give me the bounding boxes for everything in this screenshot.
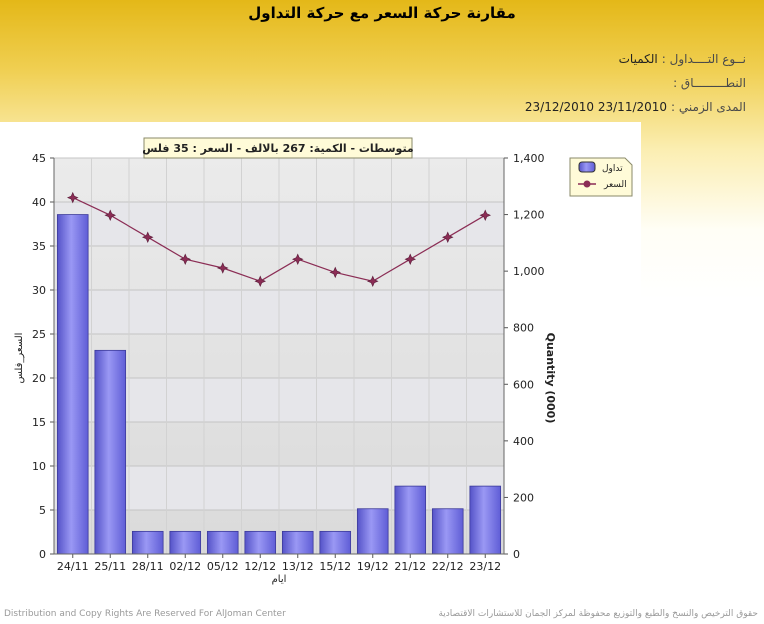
price-point	[254, 275, 267, 287]
price-point	[366, 275, 379, 287]
left-tick-label: 15	[32, 416, 46, 429]
price-point	[479, 209, 492, 221]
scope-row: النطـــــــــاق :	[669, 76, 746, 90]
trade-type-row: نــوع التــــداول :الكميات	[619, 52, 746, 66]
price-point	[104, 209, 117, 221]
price-point	[216, 262, 229, 274]
left-tick-label: 45	[32, 152, 46, 165]
price-polyline	[72, 197, 486, 282]
left-axis-label: السعر_فلس	[14, 333, 25, 384]
right-tick-label: 1,200	[513, 209, 545, 222]
legend-volume-swatch	[578, 161, 596, 173]
right-tick-label: 1,000	[513, 265, 545, 278]
price-line	[66, 191, 492, 287]
left-tick-label: 25	[32, 328, 46, 341]
period-row: المدى الزمني :23/12/2010 23/11/2010	[525, 100, 746, 114]
right-tick-label: 800	[513, 322, 534, 335]
price-point	[329, 266, 342, 279]
legend-volume-label: تداول	[602, 164, 623, 174]
volume-bars	[56, 214, 502, 555]
x-tick-label: 25/11	[94, 560, 126, 573]
left-tick-label: 35	[32, 240, 46, 253]
volume-bar	[131, 530, 164, 555]
volume-bar	[169, 530, 202, 555]
right-tick-label: 1,400	[513, 152, 545, 165]
volume-bar	[56, 214, 89, 555]
scope-label: النطـــــــــاق :	[673, 76, 746, 90]
x-tick-label: 02/12	[169, 560, 201, 573]
grid-lines	[54, 157, 504, 555]
price-point	[441, 231, 454, 243]
volume-bar	[94, 349, 127, 555]
period-value: 23/12/2010 23/11/2010	[524, 100, 668, 114]
volume-bar	[394, 485, 427, 555]
legend-price-label: السعر	[603, 180, 627, 190]
trade-type-value: الكميات	[618, 52, 658, 66]
page-title: مقارنة حركة السعر مع حركة التداول	[248, 4, 516, 22]
legend: تداول السعر	[569, 157, 633, 197]
volume-bar	[431, 508, 464, 555]
axes: 0 5 10 15 20 25 30 35 40 45 0 200 400 600 800 1,000 1,20…	[32, 152, 545, 573]
volume-bar	[206, 530, 239, 555]
price-point	[404, 253, 417, 265]
left-tick-label: 10	[32, 460, 46, 473]
x-tick-label: 22/12	[432, 560, 464, 573]
volume-bar	[281, 530, 314, 555]
price-volume-chart: 0 5 10 15 20 25 30 35 40 45 0 200 400 600 800 1,000 1,20…	[14, 137, 633, 585]
left-tick-label: 5	[39, 504, 46, 517]
right-tick-label: 200	[513, 491, 534, 504]
period-label: المدى الزمني :	[671, 100, 746, 114]
right-tick-label: 0	[513, 548, 520, 561]
volume-bar	[469, 485, 502, 555]
left-tick-label: 30	[32, 284, 46, 297]
volume-bar	[319, 530, 352, 555]
x-axis-label: ايام	[272, 574, 287, 585]
left-tick-label: 40	[32, 196, 46, 209]
right-tick-label: 600	[513, 378, 534, 391]
x-tick-label: 15/12	[319, 560, 351, 573]
legend-price-marker	[583, 180, 591, 188]
x-tick-label: 19/12	[357, 560, 389, 573]
volume-bar	[244, 530, 277, 555]
price-point	[179, 253, 192, 265]
x-tick-label: 13/12	[282, 560, 314, 573]
price-point	[66, 191, 79, 204]
x-tick-label: 24/11	[57, 560, 89, 573]
right-axis-label: Quantity (000)	[544, 333, 557, 424]
trade-type-label: نــوع التــــداول :	[661, 52, 746, 66]
x-tick-label: 23/12	[469, 560, 501, 573]
chart-title-box: متوسطات - الكمية: 267 بالالف - السعر : 3…	[142, 137, 414, 159]
price-point	[291, 253, 304, 265]
x-tick-label: 12/12	[244, 560, 276, 573]
footer-copyright-en: Distribution and Copy Rights Are Reserve…	[4, 609, 286, 619]
volume-bar	[356, 508, 389, 555]
x-tick-label: 21/12	[394, 560, 426, 573]
chart-panel: 0 5 10 15 20 25 30 35 40 45 0 200 400 600 800 1,000 1,20…	[0, 122, 641, 592]
chart-title: متوسطات - الكمية: 267 بالالف - السعر : 3…	[142, 142, 414, 155]
price-point	[141, 231, 154, 243]
x-tick-label: 05/12	[207, 560, 239, 573]
x-tick-label: 28/11	[132, 560, 164, 573]
right-tick-label: 400	[513, 435, 534, 448]
left-tick-label: 20	[32, 372, 46, 385]
left-tick-label: 0	[39, 548, 46, 561]
footer-copyright-ar: حقوق الترخيص والنسخ والطبع والتوزيع محفو…	[438, 609, 758, 619]
